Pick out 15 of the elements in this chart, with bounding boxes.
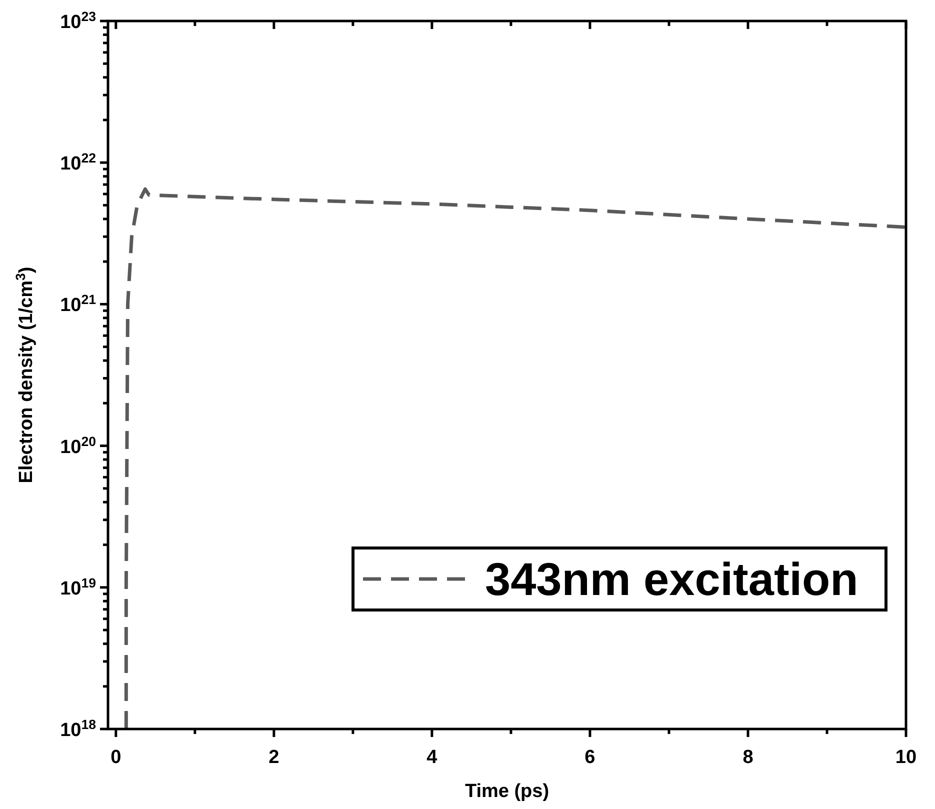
- y-tick-label: 10$^{19}$: [60, 574, 96, 600]
- x-tick-label: 6: [584, 747, 596, 768]
- x-tick-label: 4: [426, 747, 438, 768]
- x-tick-label: 2: [268, 747, 280, 768]
- x-tick-label: 0: [110, 747, 122, 768]
- y-tick-label: 10$^{21}$: [60, 292, 97, 316]
- y-tick-label: 10$^{20}$: [60, 433, 96, 458]
- x-tick-label: 10: [895, 747, 917, 768]
- line-series: [124, 187, 908, 731]
- y-tick-label: 10$^{22}$: [60, 150, 96, 175]
- y-tick-label: 10$^{23}$: [60, 8, 96, 33]
- x-tick-label: 8: [742, 747, 754, 768]
- y-tick-label: 10$^{18}$: [60, 716, 96, 741]
- legend-label: 343nm excitation: [485, 553, 858, 605]
- x-axis-title: Time (ps): [464, 781, 550, 802]
